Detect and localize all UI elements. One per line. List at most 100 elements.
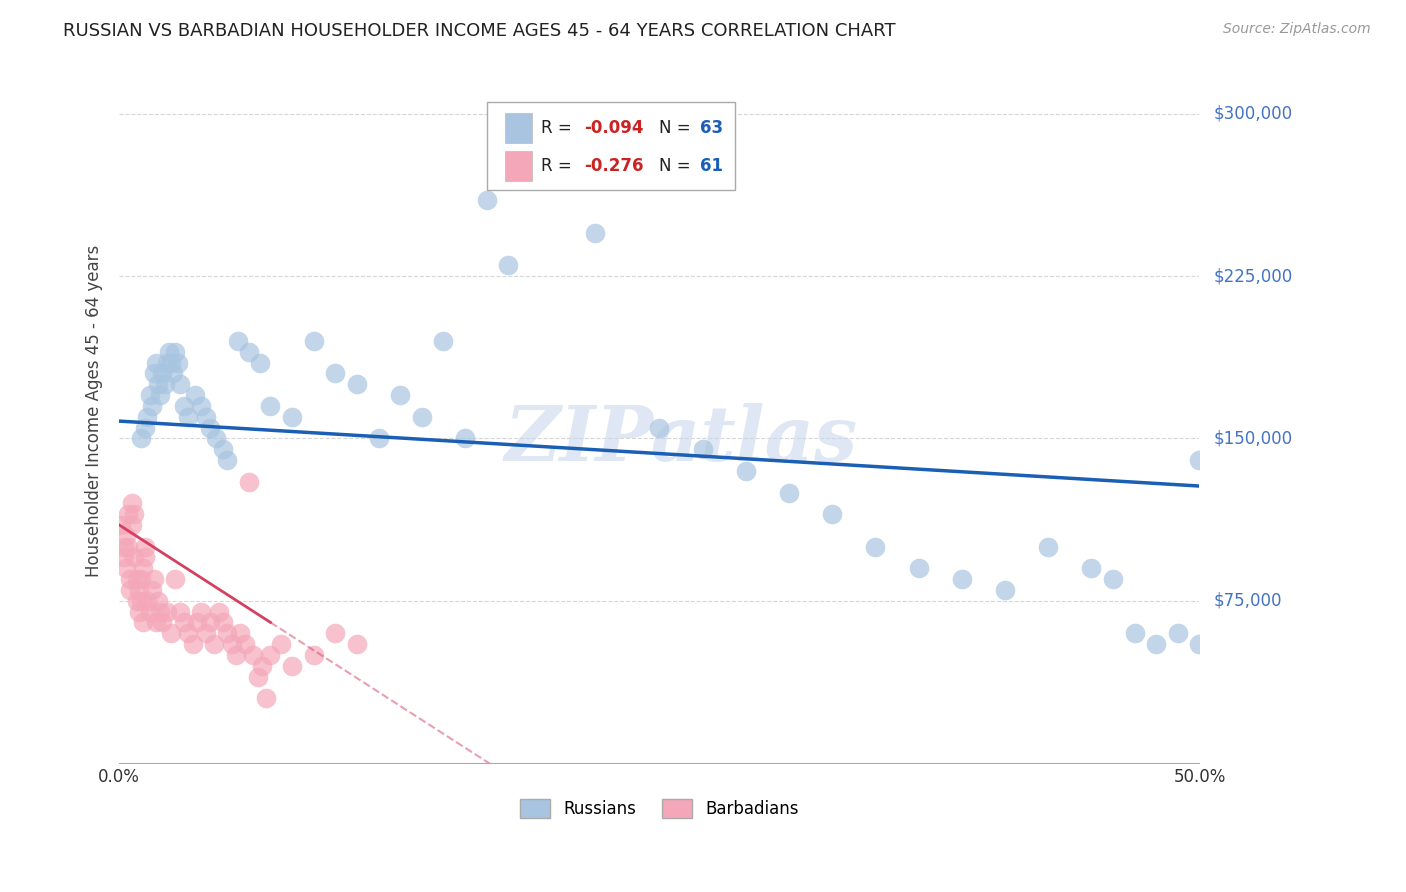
Point (217, 453, 239, 467)
Point (323, 367, 346, 381)
Point (519, 171, 541, 186)
Point (160, 356, 183, 370)
Point (142, 572, 165, 586)
Point (141, 582, 163, 597)
Point (156, 356, 179, 370)
Point (1188, 637, 1211, 651)
Point (259, 399, 281, 413)
Point (146, 377, 169, 392)
Point (583, 226, 606, 240)
Point (177, 626, 200, 640)
Point (1080, 561, 1102, 575)
Point (242, 648, 264, 662)
Point (121, 496, 143, 510)
Point (169, 377, 191, 392)
Point (120, 572, 142, 586)
Point (238, 344, 260, 359)
Point (778, 485, 800, 500)
Point (157, 344, 180, 359)
Point (302, 334, 325, 348)
Point (254, 691, 277, 706)
Legend: Russians, Barbadians: Russians, Barbadians (513, 793, 806, 825)
Point (250, 658, 273, 673)
Point (186, 615, 208, 630)
Point (212, 442, 235, 457)
Point (346, 637, 368, 651)
Text: R =: R = (540, 119, 576, 137)
Point (950, 572, 973, 586)
Text: -0.094: -0.094 (583, 119, 643, 137)
Point (865, 540, 887, 554)
Point (225, 648, 247, 662)
Point (270, 637, 292, 651)
Text: ZIPatlas: ZIPatlas (505, 402, 858, 476)
Point (692, 442, 714, 457)
Point (212, 615, 235, 630)
Point (648, 420, 671, 434)
Point (177, 409, 200, 424)
Text: RUSSIAN VS BARBADIAN HOUSEHOLDER INCOME AGES 45 - 64 YEARS CORRELATION CHART: RUSSIAN VS BARBADIAN HOUSEHOLDER INCOME … (63, 22, 896, 40)
Point (153, 377, 176, 392)
Point (134, 540, 156, 554)
Point (114, 529, 136, 543)
Point (994, 582, 1017, 597)
Point (125, 594, 148, 608)
FancyBboxPatch shape (505, 113, 531, 143)
Point (205, 432, 228, 446)
Point (367, 432, 389, 446)
Point (141, 399, 163, 413)
Point (194, 626, 217, 640)
Text: N =: N = (659, 119, 696, 137)
Point (454, 432, 477, 446)
Point (145, 615, 167, 630)
Point (302, 648, 325, 662)
Point (190, 399, 212, 413)
Point (389, 388, 412, 402)
Point (1102, 572, 1125, 586)
Point (134, 550, 156, 565)
FancyBboxPatch shape (486, 102, 735, 190)
Point (821, 507, 844, 521)
Point (152, 615, 174, 630)
Point (475, 194, 498, 208)
Point (346, 377, 368, 392)
Text: $225,000: $225,000 (1213, 267, 1292, 285)
Point (190, 605, 212, 619)
Point (165, 344, 187, 359)
Point (166, 356, 188, 370)
Point (136, 594, 159, 608)
Point (112, 550, 135, 565)
Point (138, 388, 160, 402)
Point (281, 409, 304, 424)
Point (156, 605, 179, 619)
Point (246, 669, 269, 683)
Point (233, 637, 256, 651)
Point (132, 561, 155, 575)
Point (907, 561, 929, 575)
Point (249, 356, 271, 370)
Point (160, 626, 183, 640)
Point (198, 615, 221, 630)
Point (124, 550, 146, 565)
Point (165, 572, 187, 586)
Point (129, 572, 152, 586)
Point (181, 637, 204, 651)
Point (1167, 626, 1189, 640)
Point (132, 615, 155, 630)
Point (229, 626, 252, 640)
Point (259, 648, 281, 662)
Point (124, 507, 146, 521)
Point (146, 594, 169, 608)
Point (1188, 453, 1211, 467)
Text: N =: N = (659, 157, 696, 175)
Point (208, 605, 231, 619)
Text: R =: R = (540, 157, 576, 175)
Point (110, 518, 132, 533)
Point (432, 334, 454, 348)
Point (120, 582, 142, 597)
Point (128, 582, 150, 597)
Text: 63: 63 (700, 119, 724, 137)
Point (128, 605, 150, 619)
Point (221, 637, 243, 651)
Point (142, 367, 165, 381)
